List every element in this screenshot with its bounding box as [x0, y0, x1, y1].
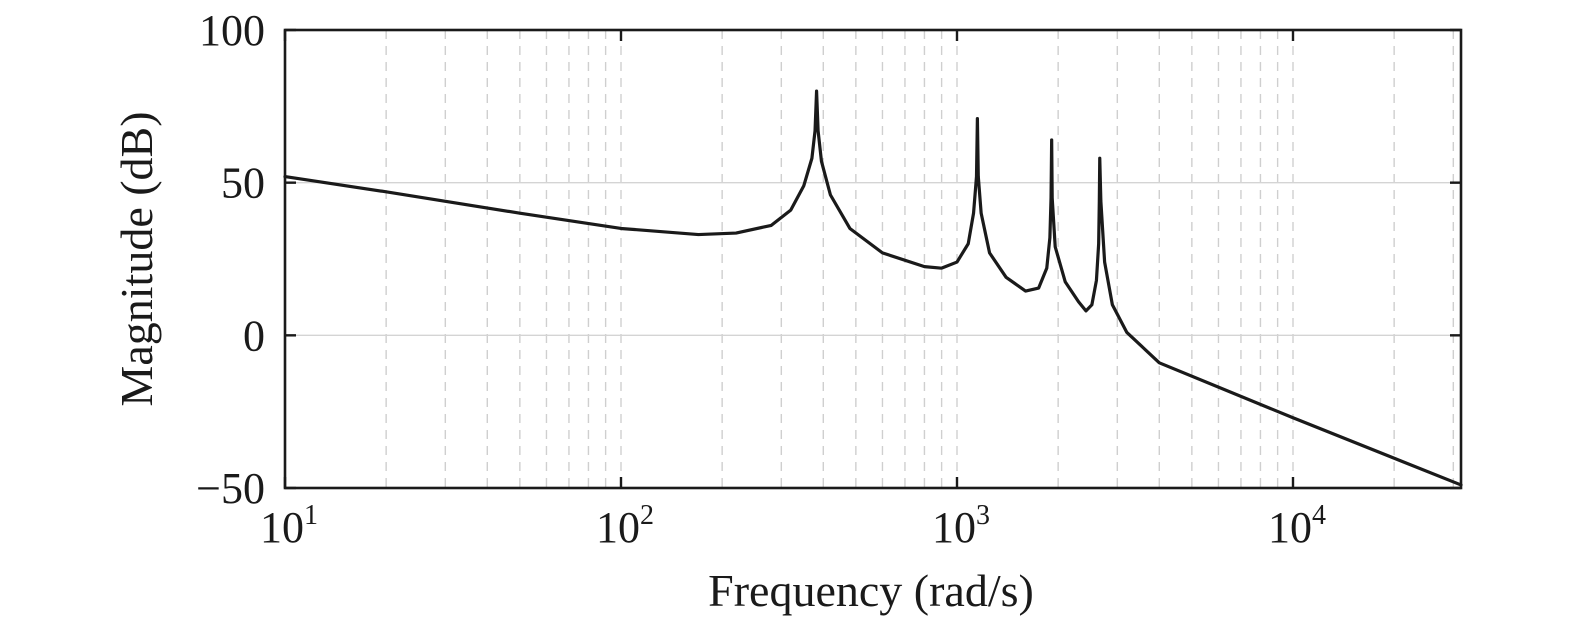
- x-axis-label: Frequency (rad/s): [708, 565, 1034, 616]
- magnitude-line: [283, 89, 1463, 487]
- plot-frame: [283, 28, 1463, 490]
- x-tick-label: 104: [1268, 500, 1326, 552]
- tick-marks: [283, 28, 1461, 490]
- y-tick-label: 0: [243, 311, 265, 360]
- x-tick-label: 101: [260, 500, 318, 552]
- grid: [285, 30, 1461, 488]
- x-tick-label: 103: [932, 500, 990, 552]
- y-tick-label: −50: [196, 464, 265, 513]
- y-tick-label: 100: [199, 6, 265, 55]
- tick-labels: −50 0 50 100 101 102 103 104: [196, 6, 1326, 552]
- y-tick-label: 50: [221, 159, 265, 208]
- x-tick-label: 102: [596, 500, 654, 552]
- y-axis-label: Magnitude (dB): [111, 111, 162, 406]
